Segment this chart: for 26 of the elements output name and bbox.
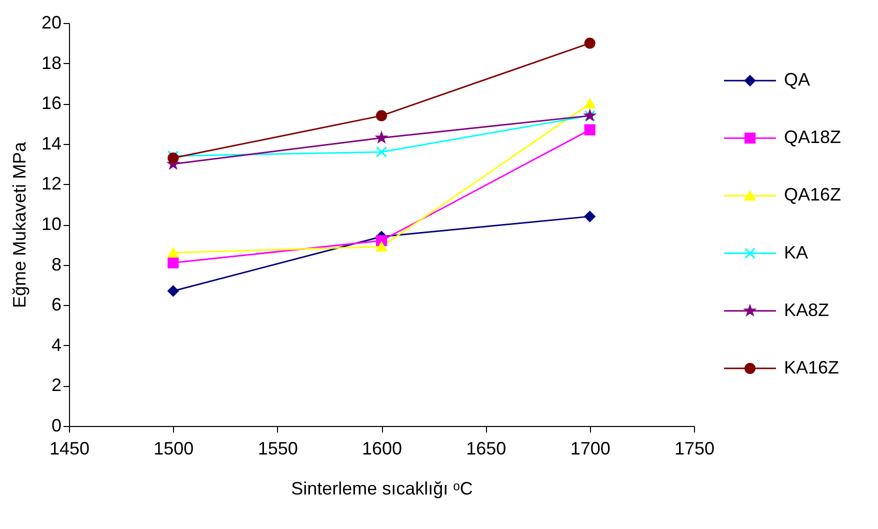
y-tick-label: 16: [41, 93, 62, 114]
y-tick-label: 2: [51, 375, 62, 396]
legend-label: KA8Z: [784, 300, 830, 320]
x-axis-title: Sinterleme sıcaklığı ᵒC: [291, 478, 473, 498]
y-tick-label: 0: [51, 416, 62, 436]
x-tick-label: 1750: [674, 438, 715, 458]
legend-label: QA18Z: [784, 127, 842, 148]
x-tick-label: 1550: [258, 438, 298, 458]
y-tick-label: 20: [41, 12, 62, 32]
legend-label: KA: [784, 242, 808, 262]
legend-label: KA16Z: [784, 357, 840, 378]
y-tick-label: 10: [41, 214, 62, 234]
y-tick-label: 8: [51, 254, 62, 274]
y-axis-title: Eğme Mukaveti MPa: [9, 140, 30, 308]
y-tick-label: 6: [51, 294, 62, 315]
y-tick-label: 4: [51, 334, 62, 355]
x-tick-label: 1600: [362, 438, 402, 458]
legend-label: QA16Z: [784, 184, 842, 205]
y-tick-label: 14: [41, 133, 62, 154]
x-tick-label: 1700: [570, 438, 610, 458]
x-tick-label: 1450: [49, 438, 90, 458]
y-tick-label: 18: [41, 52, 62, 73]
x-tick-label: 1500: [154, 438, 194, 458]
x-tick-label: 1650: [466, 438, 506, 458]
y-tick-label: 12: [41, 174, 62, 194]
legend-label: QA: [784, 70, 810, 90]
